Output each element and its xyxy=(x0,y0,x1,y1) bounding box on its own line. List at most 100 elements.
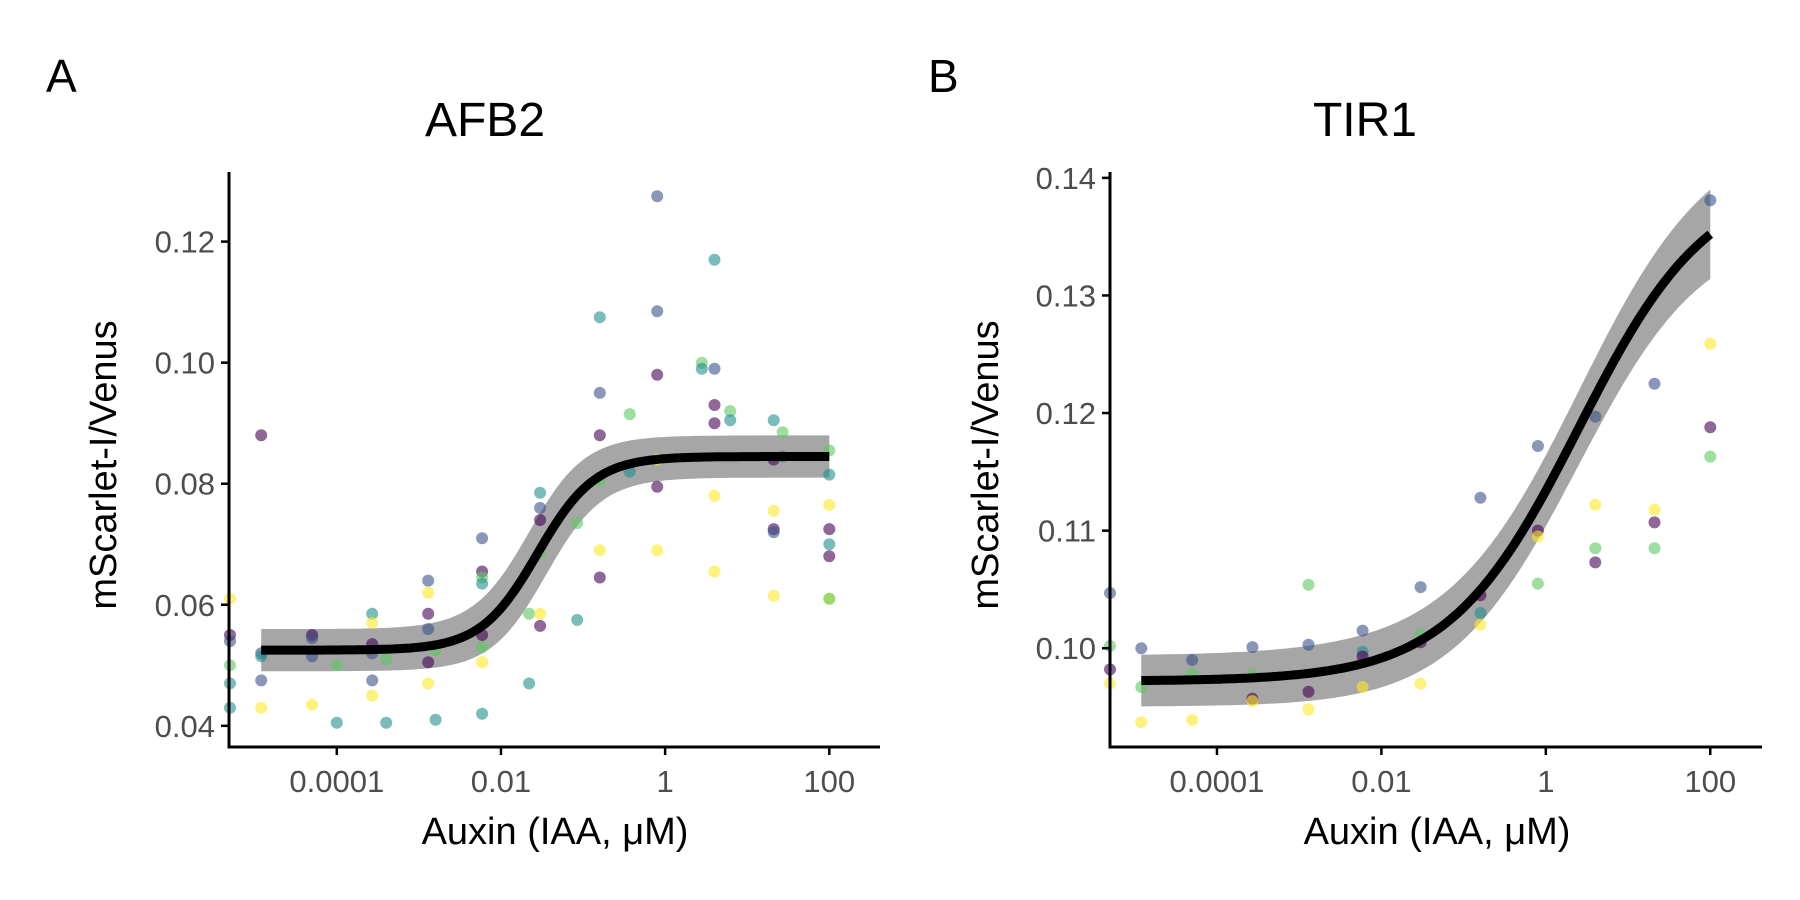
fit-curve xyxy=(1140,230,1714,686)
data-point xyxy=(1186,714,1199,726)
data-point xyxy=(708,253,721,266)
data-point xyxy=(767,414,780,427)
data-point xyxy=(1589,556,1602,569)
data-point xyxy=(1531,440,1544,452)
y-axis-title-tir1: mScarlet-I/Venus xyxy=(965,320,1007,609)
data-point xyxy=(306,698,319,711)
data-point xyxy=(1648,503,1661,516)
data-point xyxy=(1589,410,1602,423)
data-point xyxy=(1186,654,1199,666)
data-point xyxy=(422,656,435,669)
y-axis-title-afb2: mScarlet-I/Venus xyxy=(83,320,125,609)
data-point xyxy=(651,305,664,318)
data-point xyxy=(429,713,442,726)
data-point xyxy=(1246,641,1259,654)
y-tick-label: 0.10 xyxy=(155,346,215,381)
data-point xyxy=(823,538,836,551)
panel-a: A AFB2 0.04 0.06 0.08 0.10 0.12 0.0001 0.01 1 10… xyxy=(46,50,880,853)
data-point xyxy=(330,659,343,672)
x-axis-title-afb2: Auxin (IAA, μM) xyxy=(422,811,689,853)
x-tick-label: 0.0001 xyxy=(289,764,384,799)
x-tick-label: 0.01 xyxy=(471,764,531,799)
data-point xyxy=(476,577,489,590)
panel-letter-a: A xyxy=(46,50,77,102)
data-point xyxy=(708,399,721,411)
data-point xyxy=(767,526,780,539)
data-point xyxy=(1589,498,1602,511)
data-point xyxy=(593,571,606,584)
y-tick-label: 0.06 xyxy=(155,588,215,623)
y-tick-label: 0.12 xyxy=(1036,396,1096,431)
data-point xyxy=(1135,716,1148,729)
confidence-ribbon xyxy=(1141,189,1711,707)
data-point xyxy=(767,504,780,517)
y-tick-label: 0.08 xyxy=(155,467,215,502)
data-point xyxy=(1648,542,1661,555)
data-point xyxy=(422,574,435,587)
data-point xyxy=(1246,695,1259,708)
data-point xyxy=(823,592,836,605)
data-point xyxy=(1648,377,1661,390)
x-tick-label: 1 xyxy=(656,764,673,799)
data-point xyxy=(724,414,737,427)
data-point xyxy=(476,656,489,669)
data-point xyxy=(523,677,536,690)
data-point xyxy=(1474,491,1487,504)
data-point xyxy=(380,716,393,729)
x-tick-label: 0.0001 xyxy=(1170,764,1265,799)
data-point xyxy=(366,607,379,620)
data-point xyxy=(255,701,268,714)
fit-curve xyxy=(260,452,831,655)
data-point xyxy=(571,517,584,530)
data-point xyxy=(651,190,664,203)
data-point xyxy=(651,544,664,557)
data-point xyxy=(823,468,836,481)
data-point xyxy=(724,405,737,418)
data-point xyxy=(593,311,606,324)
data-point xyxy=(1414,677,1427,690)
data-point xyxy=(366,689,379,702)
panel-letter-b: B xyxy=(928,50,959,102)
data-point xyxy=(593,544,606,557)
data-point xyxy=(476,707,489,720)
data-point xyxy=(380,653,393,666)
y-tick-label: 0.10 xyxy=(1036,631,1096,666)
data-point xyxy=(776,426,789,439)
plot-area-tir1: 0.10 0.11 0.12 0.13 0.14 0.0001 0.01 1 100 xyxy=(1036,161,1762,799)
y-tick-label: 0.14 xyxy=(1036,161,1096,196)
data-point xyxy=(708,362,721,375)
data-point xyxy=(1302,578,1315,591)
panel-b: B TIR1 0.10 0.11 0.12 0.13 0.14 0.0001 0.01 1 10… xyxy=(928,50,1762,853)
data-point xyxy=(366,674,379,687)
data-point xyxy=(1302,638,1315,651)
data-point xyxy=(1704,450,1717,463)
data-point xyxy=(1704,337,1717,350)
data-point xyxy=(593,386,606,399)
data-point xyxy=(651,480,664,493)
panel-title-afb2: AFB2 xyxy=(425,94,545,147)
x-tick-label: 0.01 xyxy=(1351,764,1411,799)
x-tick-label: 1 xyxy=(1537,764,1554,799)
data-point xyxy=(623,408,636,421)
x-axis-title-tir1: Auxin (IAA, μM) xyxy=(1304,811,1571,853)
data-point xyxy=(1135,642,1148,655)
data-point xyxy=(1302,703,1315,716)
y-tick-label: 0.04 xyxy=(155,709,215,744)
y-tick-label: 0.13 xyxy=(1036,278,1096,313)
data-point xyxy=(306,632,319,645)
data-point xyxy=(1356,681,1369,693)
panel-title-tir1: TIR1 xyxy=(1313,94,1417,147)
data-point xyxy=(534,619,547,632)
data-point xyxy=(1474,607,1487,619)
data-point xyxy=(476,641,489,654)
data-point xyxy=(255,674,268,687)
data-point xyxy=(534,501,547,514)
data-point xyxy=(1414,581,1427,594)
data-point xyxy=(1356,624,1369,637)
data-point xyxy=(534,486,547,499)
data-point xyxy=(366,616,379,629)
data-point xyxy=(823,523,836,536)
data-point xyxy=(1648,516,1661,529)
y-tick-label: 0.11 xyxy=(1038,514,1096,549)
